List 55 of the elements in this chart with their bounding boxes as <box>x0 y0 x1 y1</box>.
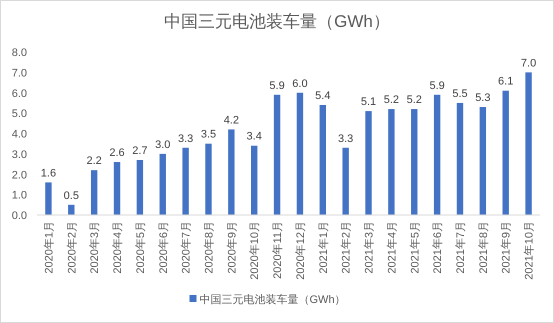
y-tick-label: 3.0 <box>12 148 27 161</box>
x-tick-label: 2021年2月 <box>340 221 353 274</box>
data-label: 2.7 <box>132 144 148 157</box>
y-tick-label: 0.0 <box>12 210 27 222</box>
y-tick-label: 2.0 <box>12 169 27 182</box>
x-tick-label: 2020年8月 <box>203 221 216 274</box>
legend: 中国三元电池装车量（GWh） <box>190 294 346 306</box>
y-tick-label: 4.0 <box>12 128 27 140</box>
title: 中国三元电池装车量（GWh） <box>164 12 390 31</box>
data-label: 0.5 <box>64 190 79 202</box>
y-tick-label: 1.0 <box>12 190 27 202</box>
data-label: 5.3 <box>475 92 490 104</box>
data-label: 3.3 <box>338 132 354 145</box>
data-label: 2.6 <box>109 147 125 160</box>
y-tick-label: 6.0 <box>12 88 27 100</box>
data-label: 2.2 <box>86 155 102 168</box>
x-tick-label: 2020年9月 <box>226 221 238 274</box>
x-tick-label: 2020年7月 <box>180 221 193 274</box>
data-label: 5.5 <box>452 88 468 100</box>
x-tick-label: 2021年7月 <box>454 221 467 274</box>
x-tick-label: 2021年4月 <box>386 221 398 274</box>
data-label: 6.0 <box>292 78 308 90</box>
x-tick-label: 2020年10月 <box>249 221 262 280</box>
data-label: 6.1 <box>498 76 514 88</box>
data-label: 5.9 <box>269 80 285 92</box>
data-label: 5.1 <box>360 96 376 108</box>
data-label: 5.2 <box>384 94 400 106</box>
data-label: 4.2 <box>224 114 239 126</box>
data-label: 3.0 <box>155 138 170 151</box>
data-label: 5.9 <box>429 80 445 92</box>
x-tick-label: 2020年2月 <box>66 221 78 274</box>
data-label: 5.4 <box>315 90 330 102</box>
y-tick-label: 8.0 <box>12 47 27 59</box>
data-label: 3.4 <box>246 130 262 143</box>
x-tick-label: 2020年1月 <box>43 221 56 274</box>
x-tick-label: 2021年6月 <box>432 221 444 274</box>
x-tick-label: 2020年11月 <box>272 221 284 279</box>
x-tick-label: 2020年6月 <box>158 221 170 274</box>
data-label: 5.2 <box>406 94 422 106</box>
y-tick-label: 5.0 <box>12 108 27 120</box>
y-tick-label: 7.0 <box>12 67 27 80</box>
x-tick-label: 2021年5月 <box>409 221 422 274</box>
x-tick-label: 2020年5月 <box>134 221 147 274</box>
x-tick-label: 2021年3月 <box>364 221 376 274</box>
x-tick-label: 2020年12月 <box>294 221 307 280</box>
data-label: 3.5 <box>200 128 216 141</box>
data-label: 3.3 <box>178 132 194 145</box>
x-tick-label: 2021年1月 <box>318 221 330 274</box>
x-tick-label: 2020年4月 <box>112 221 124 274</box>
data-label: 7.0 <box>520 57 536 70</box>
x-tick-label: 2021年9月 <box>500 221 513 274</box>
x-tick-label: 2021年10月 <box>524 221 536 280</box>
x-tick-label: 2020年3月 <box>89 221 102 274</box>
x-tick-label: 2021年8月 <box>478 221 490 274</box>
data-label: 1.6 <box>40 167 56 180</box>
